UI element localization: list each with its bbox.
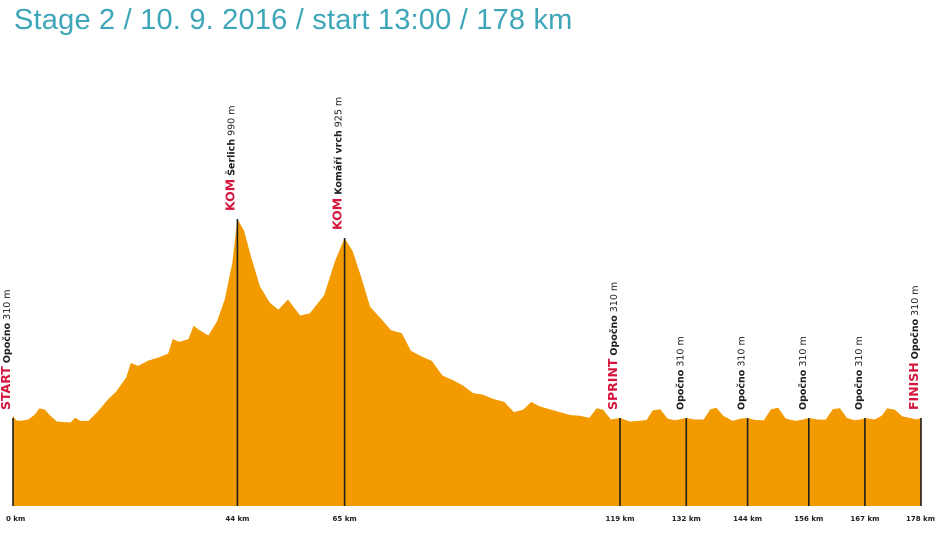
profile-layer <box>13 219 921 506</box>
waypoint-markers: START Opočno 310 m KOM Šerlich 990 m KOM Komáří… <box>0 97 922 506</box>
x-tick-label: 156 km <box>794 515 823 523</box>
waypoint-name: Opočno <box>737 369 748 410</box>
x-tick-label: 178 km <box>906 515 935 523</box>
waypoint-name: Opočno <box>609 315 620 356</box>
waypoint-text: Opočno 310 m <box>854 336 865 410</box>
waypoint-altitude: 310 m <box>737 336 748 366</box>
waypoint-label: START Opočno 310 m <box>0 289 13 410</box>
x-tick-label: 44 km <box>225 515 249 523</box>
x-tick-label: 167 km <box>850 515 879 523</box>
waypoint-label: Opočno 310 m <box>675 336 686 410</box>
waypoint-altitude: 310 m <box>2 289 13 319</box>
waypoint-label: Opočno 310 m <box>798 336 809 410</box>
waypoint-name: Šerlich <box>225 139 237 176</box>
waypoint-name: Opočno <box>910 318 921 359</box>
x-tick-label: 144 km <box>733 515 762 523</box>
waypoint-name: Opočno <box>675 369 686 410</box>
waypoint-altitude: 310 m <box>798 336 809 366</box>
x-tick-label: 0 km <box>6 515 25 523</box>
waypoint-text: Opočno 310 m <box>737 336 748 410</box>
waypoint-text: Opočno 310 m <box>675 336 686 410</box>
waypoint-type: FINISH <box>906 362 921 410</box>
waypoint-altitude: 310 m <box>609 282 620 312</box>
waypoint-label: FINISH Opočno 310 m <box>906 285 921 410</box>
waypoint-name: Komáří vrch <box>334 130 345 195</box>
waypoint-label: KOM Šerlich 990 m <box>222 105 237 211</box>
waypoint-name: Opočno <box>854 369 865 410</box>
elevation-profile-area <box>13 219 921 506</box>
waypoint-type: START <box>0 366 13 410</box>
x-tick-label: 132 km <box>672 515 701 523</box>
x-axis-ticks: 0 km 44 km 65 km 119 km 132 km 144 km 156 km 16… <box>6 515 935 523</box>
waypoint-type: KOM <box>330 198 345 230</box>
waypoint-text: SPRINT Opočno 310 m <box>605 282 620 410</box>
waypoint-text: Opočno 310 m <box>798 336 809 410</box>
waypoint-text: KOM Šerlich 990 m <box>222 105 237 211</box>
waypoint-altitude: 310 m <box>910 285 921 315</box>
waypoint-text: KOM Komáří vrch 925 m <box>330 97 345 230</box>
page-title: Stage 2 / 10. 9. 2016 / start 13:00 / 17… <box>14 4 573 36</box>
waypoint-altitude: 925 m <box>334 97 345 127</box>
waypoint-name: Opočno <box>2 322 13 363</box>
x-tick-label: 65 km <box>333 515 357 523</box>
waypoint-text: START Opočno 310 m <box>0 289 13 410</box>
waypoint-label: SPRINT Opočno 310 m <box>605 282 620 410</box>
waypoint-type: SPRINT <box>605 358 620 410</box>
waypoint-name: Opočno <box>798 369 809 410</box>
waypoint-text: FINISH Opočno 310 m <box>906 285 921 410</box>
waypoint-label: Opočno 310 m <box>737 336 748 410</box>
waypoint-type: KOM <box>222 179 237 211</box>
waypoint-label: KOM Komáří vrch 925 m <box>330 97 345 230</box>
waypoint-altitude: 990 m <box>226 105 237 135</box>
waypoint-altitude: 310 m <box>675 336 686 366</box>
waypoint-label: Opočno 310 m <box>854 336 865 410</box>
waypoint-altitude: 310 m <box>854 336 865 366</box>
x-tick-label: 119 km <box>606 515 635 523</box>
